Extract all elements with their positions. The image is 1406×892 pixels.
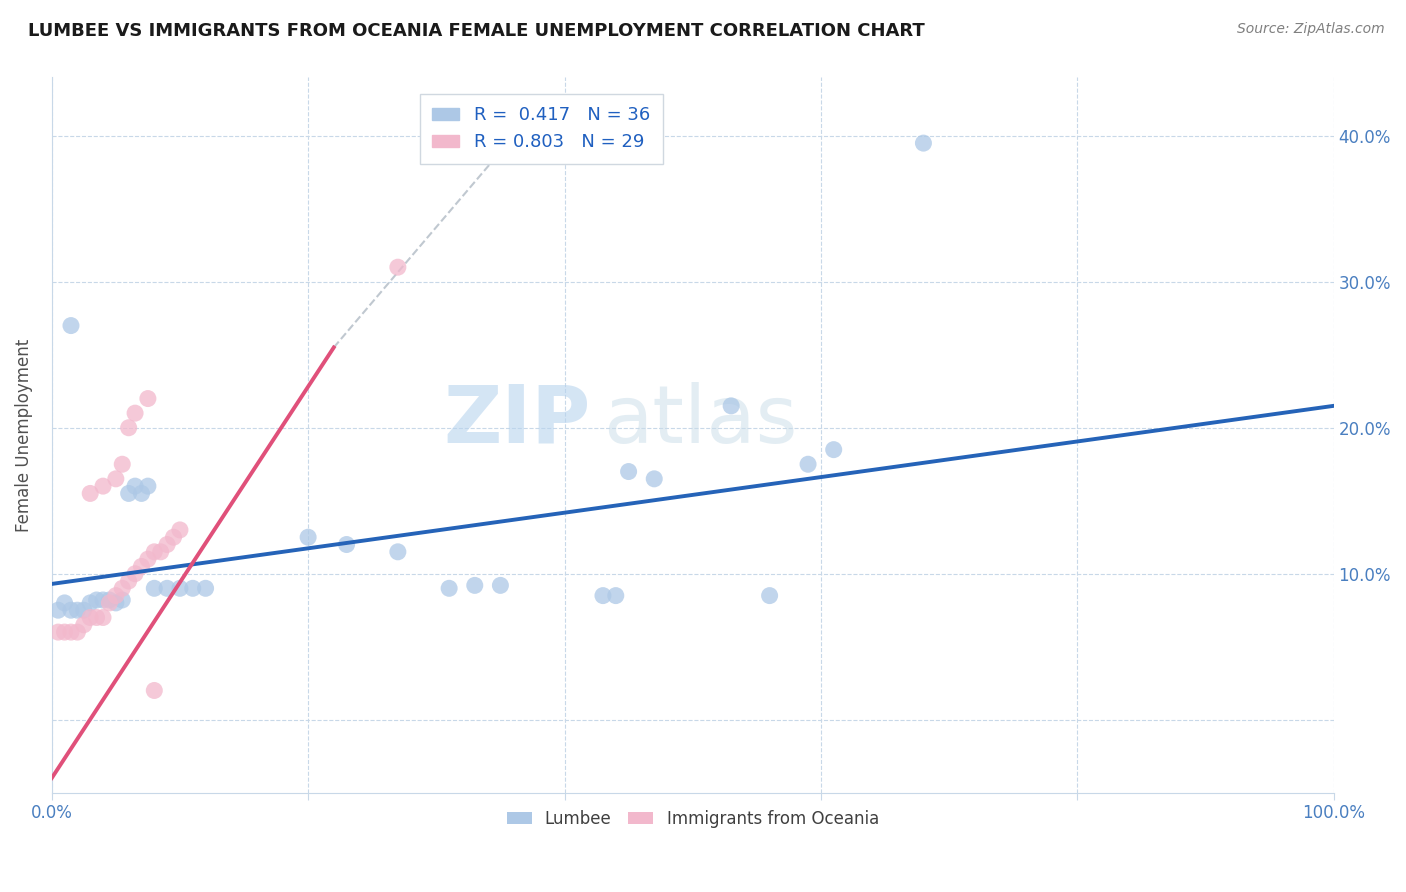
Y-axis label: Female Unemployment: Female Unemployment: [15, 338, 32, 532]
Point: [297, 530, 319, 544]
Point: [156, 582, 179, 596]
Point: [605, 589, 627, 603]
Point: [149, 545, 172, 559]
Point: [104, 472, 127, 486]
Point: [131, 559, 153, 574]
Point: [79, 596, 101, 610]
Point: [118, 421, 141, 435]
Point: [823, 442, 845, 457]
Point: [336, 537, 359, 551]
Point: [162, 530, 184, 544]
Point: [53, 625, 76, 640]
Point: [66, 603, 89, 617]
Point: [181, 582, 204, 596]
Point: [91, 479, 114, 493]
Point: [73, 603, 96, 617]
Point: [73, 617, 96, 632]
Point: [136, 479, 159, 493]
Point: [136, 392, 159, 406]
Point: [143, 582, 166, 596]
Point: [104, 596, 127, 610]
Text: atlas: atlas: [603, 382, 797, 459]
Point: [387, 545, 409, 559]
Point: [59, 625, 82, 640]
Point: [46, 603, 69, 617]
Point: [53, 596, 76, 610]
Point: [91, 593, 114, 607]
Point: [118, 486, 141, 500]
Point: [643, 472, 665, 486]
Point: [124, 479, 146, 493]
Point: [169, 523, 191, 537]
Point: [592, 589, 614, 603]
Point: [387, 260, 409, 275]
Point: [79, 486, 101, 500]
Point: [86, 593, 108, 607]
Point: [617, 465, 640, 479]
Point: [104, 589, 127, 603]
Point: [124, 406, 146, 420]
Text: LUMBEE VS IMMIGRANTS FROM OCEANIA FEMALE UNEMPLOYMENT CORRELATION CHART: LUMBEE VS IMMIGRANTS FROM OCEANIA FEMALE…: [28, 22, 925, 40]
Point: [79, 610, 101, 624]
Legend: Lumbee, Immigrants from Oceania: Lumbee, Immigrants from Oceania: [501, 803, 886, 834]
Point: [143, 545, 166, 559]
Point: [136, 552, 159, 566]
Point: [91, 610, 114, 624]
Point: [118, 574, 141, 588]
Point: [98, 596, 121, 610]
Point: [797, 457, 820, 471]
Point: [169, 582, 191, 596]
Point: [111, 593, 134, 607]
Point: [66, 625, 89, 640]
Point: [111, 457, 134, 471]
Point: [912, 136, 935, 150]
Text: Source: ZipAtlas.com: Source: ZipAtlas.com: [1237, 22, 1385, 37]
Point: [124, 566, 146, 581]
Point: [156, 537, 179, 551]
Point: [194, 582, 217, 596]
Point: [59, 318, 82, 333]
Point: [111, 582, 134, 596]
Point: [437, 582, 460, 596]
Point: [464, 578, 486, 592]
Text: ZIP: ZIP: [443, 382, 591, 459]
Point: [86, 610, 108, 624]
Point: [131, 486, 153, 500]
Point: [46, 625, 69, 640]
Point: [98, 593, 121, 607]
Point: [59, 603, 82, 617]
Point: [758, 589, 780, 603]
Point: [143, 683, 166, 698]
Point: [720, 399, 742, 413]
Point: [489, 578, 512, 592]
